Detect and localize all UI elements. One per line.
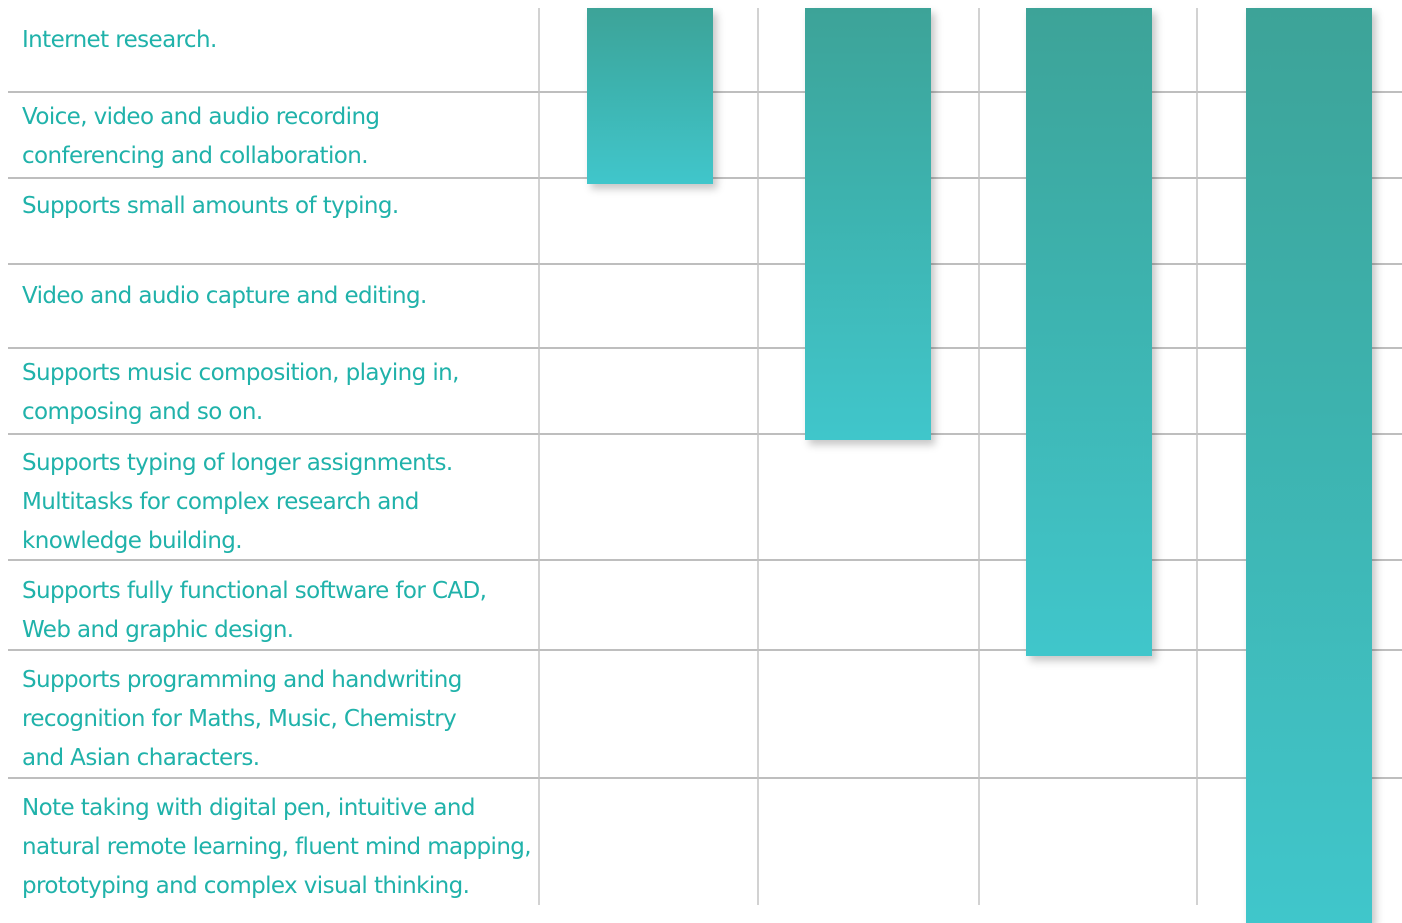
- row-label-line: composing and so on.: [22, 399, 263, 425]
- row-label-line: Video and audio capture and editing.: [22, 283, 427, 309]
- row-label: Supports typing of longer assignments. Mu…: [22, 444, 532, 561]
- bar: [1026, 8, 1152, 656]
- row-label: Supports music composition, playing in, c…: [22, 354, 532, 432]
- row-label-line: Supports typing of longer assignments.: [22, 450, 453, 476]
- row-label-line: Note taking with digital pen, intuitive …: [22, 795, 475, 821]
- row-label: Supports fully functional software for C…: [22, 572, 532, 650]
- row-label-line: Supports fully functional software for C…: [22, 578, 487, 604]
- row-label-line: knowledge building.: [22, 528, 243, 554]
- row-label-line: recognition for Maths, Music, Chemistry: [22, 706, 457, 732]
- bar: [587, 8, 713, 184]
- row-label-line: Supports small amounts of typing.: [22, 193, 399, 219]
- row-label: Video and audio capture and editing.: [22, 277, 532, 316]
- row-label-line: natural remote learning, fluent mind map…: [22, 834, 532, 860]
- row-label-line: conferencing and collaboration.: [22, 143, 369, 169]
- row-label: Supports small amounts of typing.: [22, 187, 532, 226]
- bar: [1246, 8, 1372, 923]
- row-label: Voice, video and audio recording conferen…: [22, 98, 532, 176]
- row-label-line: Supports programming and handwriting: [22, 667, 462, 693]
- row-label: Internet research.: [22, 21, 532, 60]
- row-label-line: and Asian characters.: [22, 745, 260, 771]
- row-label-line: Supports music composition, playing in,: [22, 360, 459, 386]
- row-label-line: Internet research.: [22, 27, 217, 53]
- row-label-line: Web and graphic design.: [22, 617, 294, 643]
- bar: [805, 8, 931, 440]
- row-label-line: Multitasks for complex research and: [22, 489, 419, 515]
- row-label-line: Voice, video and audio recording: [22, 104, 380, 130]
- row-label: Supports programming and handwriting reco…: [22, 661, 532, 778]
- row-label-line: prototyping and complex visual thinking.: [22, 873, 470, 899]
- row-label: Note taking with digital pen, intuitive …: [22, 789, 532, 906]
